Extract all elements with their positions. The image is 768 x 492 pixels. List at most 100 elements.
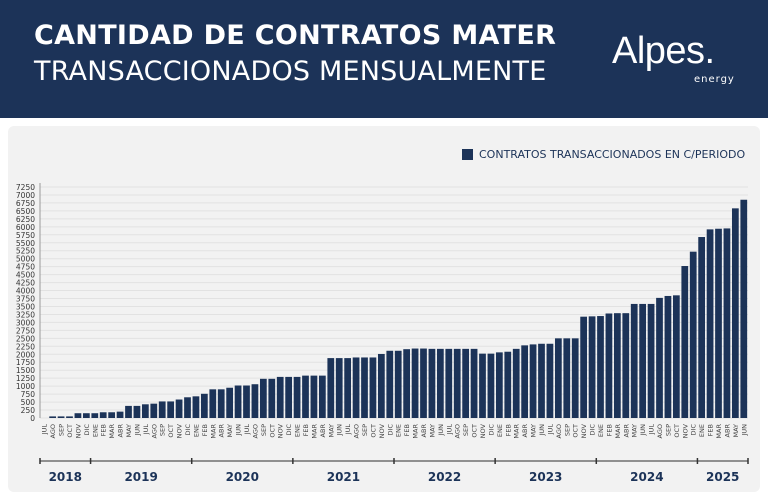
- y-tick-label: 1250: [16, 374, 35, 383]
- x-tick-label: SEP: [361, 424, 369, 436]
- x-tick-label: JUL: [41, 424, 49, 436]
- x-tick-label: SEP: [462, 424, 470, 436]
- x-tick-label: MAY: [226, 424, 234, 438]
- y-tick-label: 4750: [16, 263, 35, 272]
- y-tick-label: 3750: [16, 295, 35, 304]
- y-tick-label: 2500: [16, 334, 35, 343]
- bar: [268, 378, 276, 418]
- x-tick-label: SEP: [563, 424, 571, 436]
- bar: [504, 351, 512, 418]
- x-tick-label: FEB: [100, 424, 108, 436]
- x-tick-label: NOV: [176, 423, 184, 438]
- bar: [66, 416, 73, 418]
- x-tick-label: FEB: [302, 424, 310, 436]
- bar: [91, 413, 99, 418]
- y-tick-label: 1750: [16, 358, 35, 367]
- bar: [243, 385, 250, 418]
- x-tick-label: JUN: [133, 424, 141, 437]
- y-tick-label: 250: [21, 406, 36, 415]
- bar: [664, 295, 672, 418]
- bar: [167, 401, 175, 418]
- x-tick-label: FEB: [605, 424, 613, 436]
- logo-sub: energy: [694, 74, 735, 85]
- bar: [546, 343, 554, 418]
- year-label: 2020: [226, 470, 259, 484]
- logo-text: Alpes.: [612, 30, 715, 72]
- x-tick-label: DIC: [487, 424, 495, 436]
- bar: [217, 389, 225, 418]
- bar: [386, 350, 394, 418]
- x-tick-label: JUL: [546, 424, 554, 436]
- bar: [276, 376, 284, 418]
- x-tick-label: MAR: [209, 424, 217, 439]
- bar: [529, 344, 537, 418]
- bar: [512, 348, 520, 418]
- bar: [580, 316, 588, 418]
- bar: [361, 357, 368, 418]
- year-label: 2021: [327, 470, 360, 484]
- bar: [318, 375, 326, 418]
- x-tick-label: ABR: [420, 424, 428, 438]
- bar: [344, 358, 352, 418]
- bar: [200, 393, 208, 418]
- legend-swatch: [462, 149, 473, 160]
- bar: [158, 401, 166, 418]
- bar: [571, 338, 579, 418]
- bar: [487, 353, 495, 418]
- x-tick-label: JUN: [336, 424, 344, 437]
- title-line-1: CANTIDAD DE CONTRATOS MATER: [34, 20, 557, 51]
- bar: [259, 378, 267, 418]
- bar: [445, 348, 453, 418]
- bar: [403, 349, 411, 418]
- x-tick-label: MAR: [108, 424, 116, 439]
- y-tick-label: 4000: [16, 287, 35, 296]
- x-tick-label: JUL: [445, 424, 453, 436]
- x-tick-label: AGO: [454, 424, 462, 439]
- x-tick-label: DIC: [285, 424, 293, 436]
- x-tick-label: FEB: [707, 424, 715, 436]
- x-tick-label: JUN: [235, 424, 243, 437]
- bar: [715, 228, 722, 418]
- y-tick-label: 750: [21, 390, 36, 399]
- bar: [622, 313, 630, 418]
- bar: [731, 208, 739, 418]
- y-tick-label: 2750: [16, 326, 35, 335]
- x-tick-label: AGO: [353, 424, 361, 439]
- bar: [495, 352, 503, 418]
- bar: [647, 303, 655, 418]
- x-tick-label: OCT: [369, 424, 377, 438]
- y-tick-label: 500: [21, 398, 36, 407]
- alpes-logo: Alpes. energy: [612, 30, 734, 85]
- bar: [428, 348, 436, 418]
- y-tick-label: 3500: [16, 302, 35, 311]
- x-tick-label: JUL: [142, 424, 150, 436]
- x-tick-label: AGO: [49, 424, 57, 439]
- bar: [352, 357, 360, 418]
- bar: [74, 413, 82, 418]
- bar: [411, 348, 419, 418]
- x-tick-label: AGO: [150, 424, 158, 439]
- x-tick-label: ENE: [698, 424, 706, 437]
- bar: [209, 389, 217, 418]
- bar: [234, 385, 242, 418]
- x-tick-label: JUN: [639, 424, 647, 437]
- bar: [192, 396, 200, 418]
- bar: [285, 376, 293, 418]
- x-tick-label: ABR: [319, 424, 327, 438]
- x-tick-label: MAY: [428, 424, 436, 438]
- x-tick-label: SEP: [58, 424, 66, 436]
- x-tick-label: NOV: [479, 423, 487, 438]
- x-tick-label: JUL: [344, 424, 352, 436]
- bar: [125, 405, 132, 418]
- y-tick-label: 6250: [16, 215, 35, 224]
- x-tick-label: OCT: [673, 424, 681, 438]
- bar: [521, 345, 529, 418]
- bar: [335, 358, 343, 418]
- x-tick-label: AGO: [555, 424, 563, 439]
- year-label: 2022: [428, 470, 461, 484]
- bar: [293, 376, 301, 418]
- bar: [175, 399, 183, 418]
- x-tick-label: MAR: [614, 424, 622, 439]
- bar: [116, 411, 124, 418]
